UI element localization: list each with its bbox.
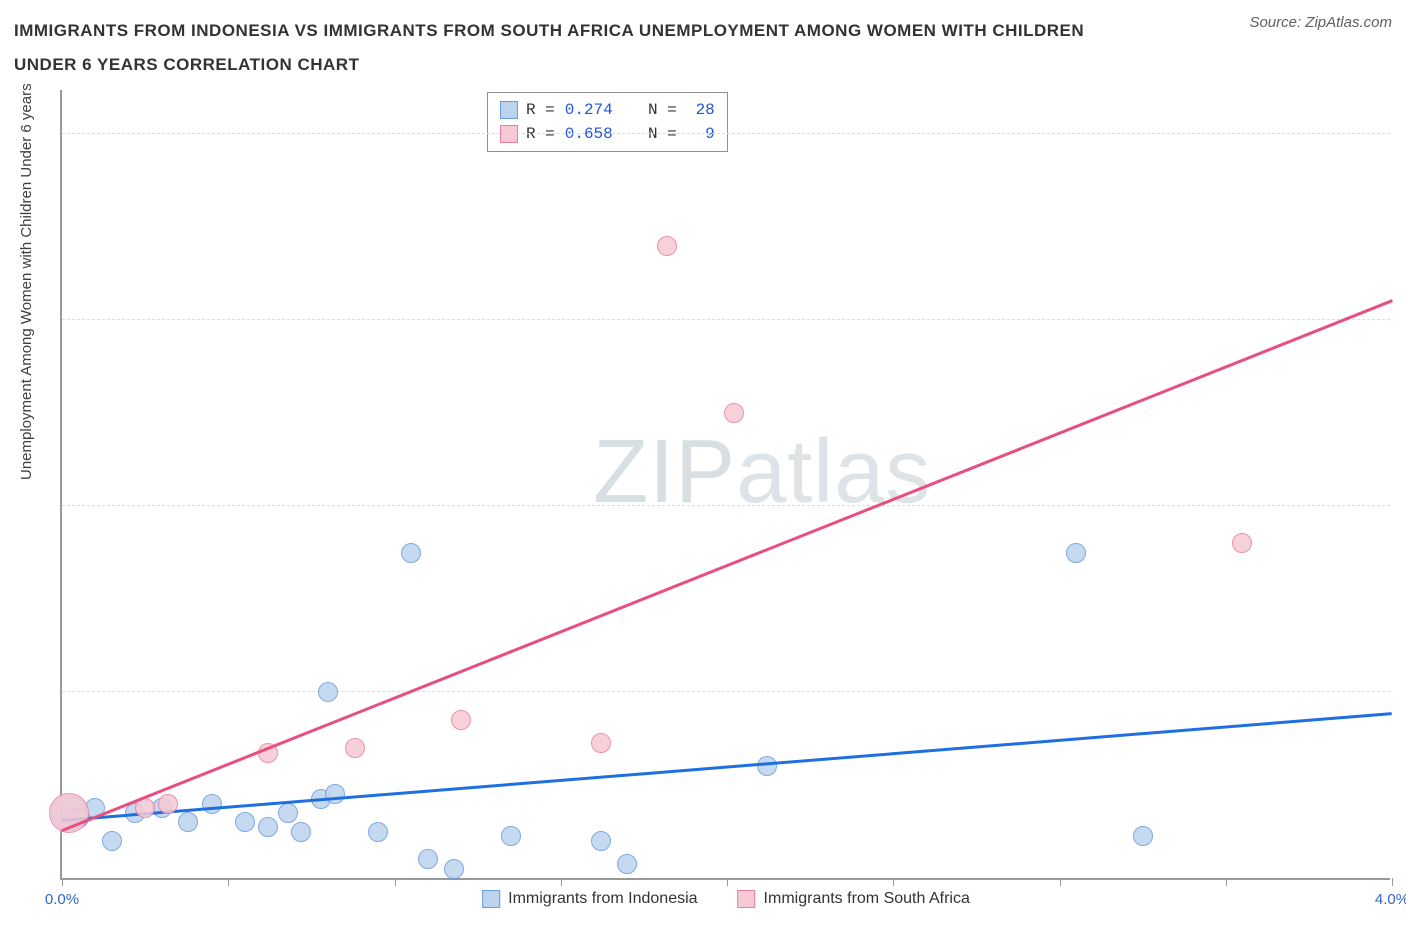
data-point <box>724 403 744 423</box>
data-point <box>1133 826 1153 846</box>
x-tick <box>1226 878 1227 886</box>
legend-series-name: Immigrants from South Africa <box>764 890 970 908</box>
gridline-h <box>62 319 1390 320</box>
legend-n-label: N = <box>648 98 677 122</box>
y-axis-label: Unemployment Among Women with Children U… <box>18 83 35 480</box>
data-point <box>158 794 178 814</box>
legend-r-label: R = <box>526 98 555 122</box>
data-point <box>135 798 155 818</box>
gridline-h <box>62 133 1390 134</box>
x-tick <box>727 878 728 886</box>
x-tick <box>1392 878 1393 886</box>
data-point <box>102 831 122 851</box>
y-tick-label: 80.0% <box>1392 109 1406 126</box>
data-point <box>278 803 298 823</box>
chart-title: IMMIGRANTS FROM INDONESIA VS IMMIGRANTS … <box>14 14 1114 82</box>
data-point <box>444 859 464 879</box>
trend-line <box>62 712 1392 822</box>
data-point <box>617 854 637 874</box>
correlation-legend: R =0.274 N =28R =0.658 N =9 <box>487 92 728 152</box>
data-point <box>235 812 255 832</box>
data-point <box>368 822 388 842</box>
data-point <box>418 849 438 869</box>
legend-item: Immigrants from Indonesia <box>482 890 697 908</box>
data-point <box>451 710 471 730</box>
data-point <box>1232 533 1252 553</box>
data-point <box>202 794 222 814</box>
x-tick <box>228 878 229 886</box>
series-legend: Immigrants from Indonesia Immigrants from… <box>482 890 970 908</box>
x-tick <box>395 878 396 886</box>
x-tick-label: 0.0% <box>45 891 79 908</box>
data-point <box>591 831 611 851</box>
legend-row: R = 0.274 N = 28 <box>500 98 715 122</box>
plot-area: ZIPatlas R =0.274 N =28R =0.658 N =9 Imm… <box>60 90 1390 880</box>
data-point <box>258 817 278 837</box>
watermark-thin: atlas <box>736 422 931 522</box>
data-point <box>178 812 198 832</box>
legend-n-value: 28 <box>685 98 715 122</box>
data-point <box>757 756 777 776</box>
data-point <box>1066 543 1086 563</box>
legend-swatch <box>482 890 500 908</box>
y-tick-label: 20.0% <box>1392 667 1406 684</box>
source-attribution: Source: ZipAtlas.com <box>1249 14 1392 31</box>
legend-series-name: Immigrants from Indonesia <box>508 890 697 908</box>
legend-swatch <box>738 890 756 908</box>
x-tick <box>1060 878 1061 886</box>
legend-item: Immigrants from South Africa <box>738 890 970 908</box>
x-tick <box>561 878 562 886</box>
trend-line <box>62 299 1393 831</box>
data-point <box>657 236 677 256</box>
watermark-bold: ZIP <box>593 422 736 522</box>
data-point <box>591 733 611 753</box>
data-point <box>501 826 521 846</box>
x-tick <box>62 878 63 886</box>
gridline-h <box>62 691 1390 692</box>
gridline-h <box>62 505 1390 506</box>
data-point <box>345 738 365 758</box>
data-point <box>318 682 338 702</box>
legend-swatch <box>500 101 518 119</box>
legend-r-value: 0.274 <box>563 98 613 122</box>
data-point <box>401 543 421 563</box>
y-tick-label: 40.0% <box>1392 481 1406 498</box>
data-point <box>325 784 345 804</box>
y-tick-label: 60.0% <box>1392 295 1406 312</box>
watermark: ZIPatlas <box>593 421 931 524</box>
data-point <box>291 822 311 842</box>
x-tick-label: 4.0% <box>1375 891 1406 908</box>
x-tick <box>893 878 894 886</box>
